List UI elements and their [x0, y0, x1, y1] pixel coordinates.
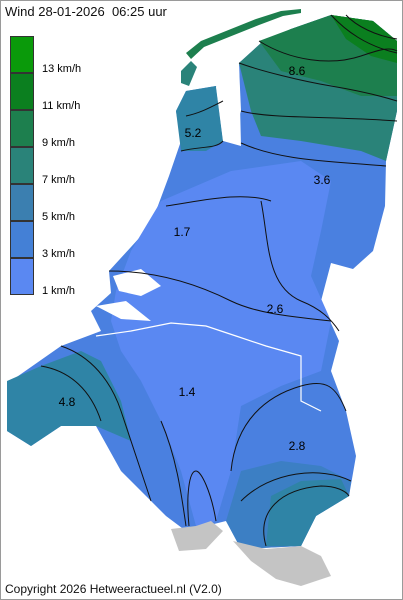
texel — [181, 61, 197, 86]
map-title: Wind 28-01-2026 06:25 uur — [5, 4, 167, 19]
north-holland-zone — [176, 86, 223, 151]
legend-swatch-7 — [10, 147, 34, 184]
legend-label-5: 5 km/h — [42, 211, 76, 223]
legend-swatch-13 — [10, 36, 34, 73]
contour-label: 2.6 — [266, 302, 284, 316]
zeeland-water — [96, 269, 161, 321]
legend-swatch-9 — [10, 110, 34, 147]
wadden-islands — [186, 9, 301, 59]
contour-label: 1.4 — [178, 385, 196, 399]
france-border-region — [171, 521, 223, 551]
contour-label: 5.2 — [184, 126, 202, 140]
contour-label: 2.8 — [288, 439, 306, 453]
contour-label: 1.7 — [173, 225, 191, 239]
contour-label: 4.8 — [58, 395, 76, 409]
legend-swatch-1 — [10, 258, 34, 295]
legend-label-13: 13 km/h — [42, 63, 82, 75]
ijsselmeer — [216, 65, 241, 141]
legend-label-7: 7 km/h — [42, 174, 76, 186]
legend-label-1: 1 km/h — [42, 285, 76, 297]
calm-zone — [111, 161, 331, 526]
north-east-peak — [331, 15, 397, 63]
legend-swatch-5 — [10, 184, 34, 221]
contour-lines — [40, 14, 398, 547]
legend-swatch-3 — [10, 221, 34, 258]
legend-swatch-11 — [10, 73, 34, 110]
luxembourg-region — [233, 541, 331, 586]
contour-label: 8.6 — [288, 64, 306, 78]
legend-label-11: 11 km/h — [42, 100, 81, 112]
south-east-core — [266, 479, 349, 546]
west-coast-zone — [7, 351, 131, 446]
contour-label: 3.6 — [313, 173, 331, 187]
legend-label-9: 9 km/h — [42, 137, 76, 149]
copyright-text: Copyright 2026 Hetweeractueel.nl (V2.0) — [5, 582, 222, 596]
legend-label-3: 3 km/h — [42, 248, 76, 260]
